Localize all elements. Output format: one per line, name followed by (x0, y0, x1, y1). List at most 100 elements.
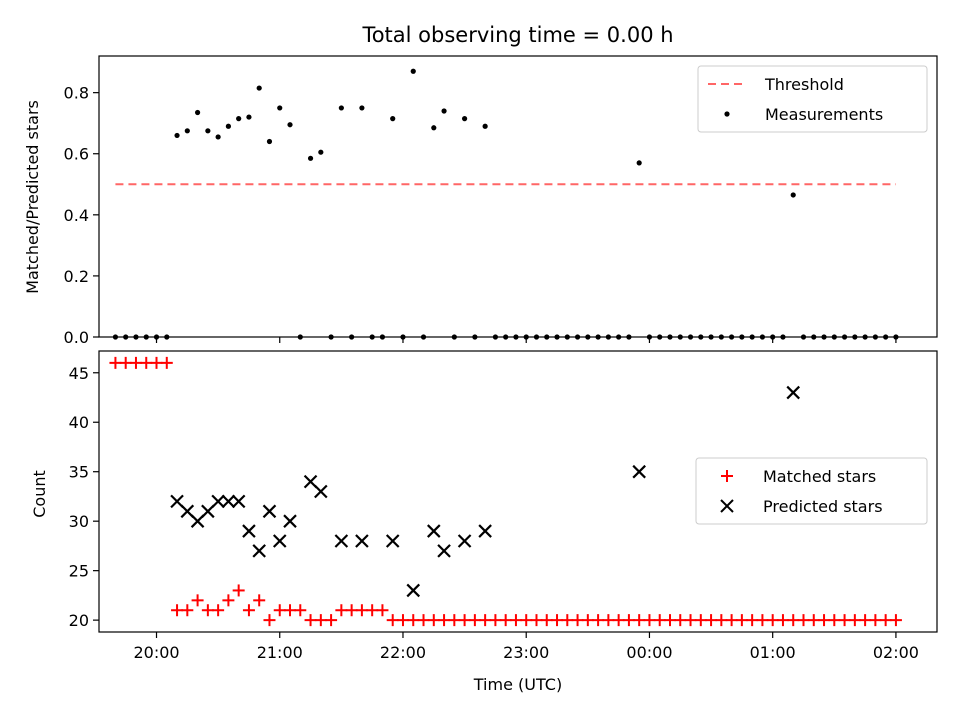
matched-star-point (571, 614, 584, 627)
measurement-point (595, 334, 601, 340)
measurement-point (369, 334, 375, 340)
matched-star-point (150, 356, 163, 369)
measurement-point (523, 334, 529, 340)
matched-star-point (345, 604, 358, 617)
top-panel: 0.00.20.40.60.8 Matched/Predicted stars … (23, 55, 938, 347)
measurement-point (831, 334, 837, 340)
matched-star-point (273, 604, 286, 617)
matched-star-point (396, 614, 409, 627)
predicted-star-point (478, 524, 492, 538)
measurement-point (729, 334, 735, 340)
matched-star-point (592, 614, 605, 627)
predicted-star-point (355, 534, 369, 548)
matched-star-point (828, 614, 841, 627)
matched-star-point (468, 614, 481, 627)
measurement-point (636, 160, 642, 166)
matched-star-point (674, 614, 687, 627)
matched-star-point (253, 594, 266, 607)
measurement-point (153, 334, 160, 340)
predicted-star-point (211, 494, 225, 509)
measurement-point (585, 334, 591, 340)
top-ytick-label: 0.2 (64, 267, 89, 286)
chart-title: Total observing time = 0.00 h (361, 23, 673, 47)
measurement-point (297, 334, 303, 340)
matched-star-point (509, 614, 522, 627)
matched-star-point (612, 614, 625, 627)
predicted-star-point (231, 494, 246, 509)
matched-star-point (602, 614, 615, 627)
measurement-point (266, 138, 273, 145)
matched-star-point (581, 614, 594, 627)
matched-star-point (859, 614, 872, 627)
measurement-point (687, 334, 694, 340)
legend-measurements-label: Measurements (765, 105, 883, 124)
measurement-point (164, 334, 170, 340)
measurement-point (821, 334, 827, 340)
measurement-point (616, 334, 622, 340)
matched-star-point (766, 614, 779, 627)
measurement-point (184, 128, 190, 134)
predicted-star-point (201, 504, 215, 519)
measurement-point (123, 334, 129, 340)
matched-star-point (222, 594, 235, 607)
measurement-point (482, 123, 488, 129)
top-ytick-label: 0.6 (64, 145, 89, 164)
matched-star-point (848, 614, 861, 627)
bottom-ytick-label: 30 (69, 512, 89, 531)
bottom-ytick-label: 20 (69, 611, 89, 630)
predicted-star-point (786, 385, 801, 400)
predicted-star-point (252, 544, 266, 558)
measurement-point (390, 116, 396, 122)
measurement-point (143, 334, 149, 340)
matched-star-point (540, 614, 553, 627)
bottom-y-axis-label: Count (30, 470, 49, 518)
matched-star-point (160, 356, 173, 369)
bottom-panel: 20 25 30 35 40 45 20:00 21:00 22:00 23:00 00:00 01… (30, 350, 938, 694)
measurements-series (112, 68, 899, 340)
predicted-star-point (632, 464, 646, 479)
bottom-legend: Matched stars Predicted stars (695, 457, 928, 525)
measurement-point (800, 334, 807, 340)
matched-star-point (458, 614, 471, 627)
measurement-point (862, 334, 868, 340)
matched-star-point (191, 594, 204, 607)
matched-star-point (756, 614, 769, 627)
measurement-point (277, 105, 283, 111)
measurement-point (759, 334, 766, 340)
measurement-point (451, 334, 457, 340)
measurement-point (441, 108, 447, 114)
top-y-axis: 0.0 0.2 0.4 0.6 0.8 (64, 84, 99, 347)
measurement-point (533, 334, 540, 340)
matched-star-point (232, 584, 245, 597)
matched-star-point (314, 614, 327, 627)
measurement-point (492, 334, 499, 340)
predicted-star-point (334, 534, 349, 548)
measurement-point (215, 134, 221, 140)
bottom-xtick-label: 00:00 (626, 643, 672, 662)
matched-star-point (879, 614, 892, 627)
matched-star-point (561, 614, 574, 627)
predicted-star-point (262, 504, 277, 519)
matched-star-point (407, 614, 420, 627)
predicted-star-point (190, 514, 205, 528)
matched-star-point (171, 604, 184, 617)
predicted-star-point (221, 494, 236, 509)
matched-star-point (797, 614, 810, 627)
matched-star-point (787, 614, 800, 627)
predicted-star-point (272, 534, 287, 548)
measurement-point (287, 122, 293, 128)
measurement-point (677, 334, 683, 340)
measurement-point (194, 109, 201, 116)
measurement-point (513, 334, 519, 340)
matched-star-point (119, 356, 132, 369)
predicted-star-point (283, 514, 297, 528)
bottom-xtick-label: 23:00 (503, 643, 549, 662)
bottom-x-axis: 20:00 21:00 22:00 23:00 00:00 01:00 02:00 (133, 632, 919, 662)
legend-predicted-marker (720, 499, 734, 513)
matched-star-point (818, 614, 831, 627)
predicted-star-point (170, 494, 184, 509)
top-ytick-label: 0.4 (64, 206, 89, 225)
measurement-point (359, 105, 365, 111)
legend-measurements-marker (724, 111, 730, 117)
measurement-point (852, 334, 858, 340)
